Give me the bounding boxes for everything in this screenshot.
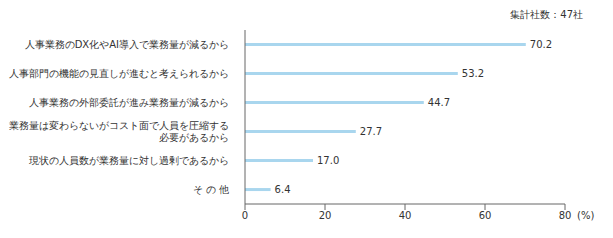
- svg-text:0: 0: [242, 210, 248, 221]
- svg-text:44.7: 44.7: [428, 97, 450, 108]
- svg-text:60: 60: [479, 210, 492, 221]
- svg-text:人事業務のDX化やAI導入で業務量が減るから: 人事業務のDX化やAI導入で業務量が減るから: [25, 39, 229, 50]
- svg-text:そ の 他: そ の 他: [193, 184, 229, 195]
- svg-text:人事業務の外部委託が進み業務量が減るから: 人事業務の外部委託が進み業務量が減るから: [29, 97, 229, 108]
- svg-text:現状の人員数が業務量に対し過剰であるから: 現状の人員数が業務量に対し過剰であるから: [29, 155, 229, 166]
- svg-text:17.0: 17.0: [317, 155, 339, 166]
- svg-text:業務量は変わらないがコスト面で人員を圧縮する必要があるから: 業務量は変わらないがコスト面で人員を圧縮する必要があるから: [9, 120, 229, 143]
- svg-text:20: 20: [319, 210, 332, 221]
- svg-text:40: 40: [399, 210, 412, 221]
- svg-text:53.2: 53.2: [462, 68, 484, 79]
- svg-text:6.4: 6.4: [275, 184, 291, 195]
- svg-text:70.2: 70.2: [530, 39, 552, 50]
- svg-text:人事部門の機能の見直しが進むと考えられるから: 人事部門の機能の見直しが進むと考えられるから: [9, 68, 229, 79]
- svg-text:27.7: 27.7: [360, 126, 382, 137]
- svg-text:(%): (%): [577, 210, 594, 221]
- svg-text:80: 80: [559, 210, 572, 221]
- html-text:集計社数：47社: 集計社数：47社: [510, 9, 583, 20]
